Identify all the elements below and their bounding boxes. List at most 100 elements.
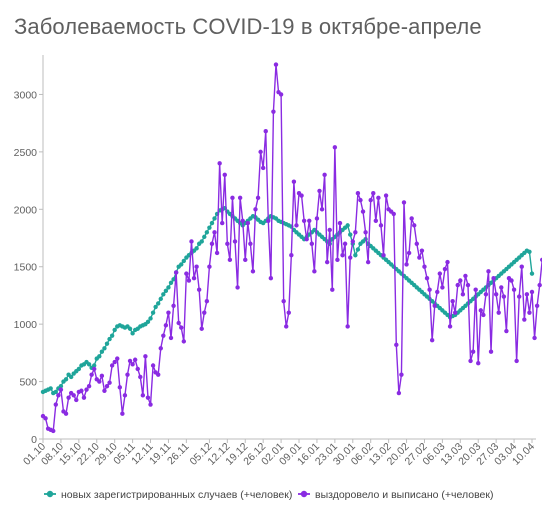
data-point-recovered [148,402,153,407]
y-tick-label: 1500 [14,262,38,274]
data-point-recovered [184,271,189,276]
data-point-recovered [220,220,225,226]
data-point-recovered [209,241,215,246]
data-point-recovered [92,366,97,372]
data-point-recovered [463,273,468,279]
data-point-new-cases [112,327,117,333]
data-point-new-cases [179,262,184,267]
data-point-recovered [58,387,64,392]
y-tick-label: 3000 [14,89,38,101]
data-point-recovered [301,218,307,223]
data-point-recovered [166,310,171,315]
data-point-recovered [414,241,419,246]
data-point-recovered [307,218,312,223]
data-point-recovered [161,333,166,338]
data-point-recovered [56,393,61,398]
data-point-recovered [373,218,379,223]
data-point-new-cases [92,363,97,368]
data-point-recovered [330,287,335,292]
data-point-recovered [196,287,202,292]
data-point-recovered [181,339,187,344]
data-point-recovered [212,230,217,235]
data-point-recovered [225,241,230,246]
data-point-new-cases [145,319,151,325]
data-point-recovered [468,358,473,364]
data-point-recovered [117,385,123,390]
legend-label-new-cases: новых зарегистрированных случаев (+челов… [61,489,292,501]
data-point-new-cases [158,296,163,302]
data-point-recovered [138,374,143,380]
data-point-recovered [86,383,92,389]
data-point-recovered [345,324,350,329]
legend-item-new-cases: новых зарегистрированных случаев (+челов… [44,489,292,501]
data-point-recovered [79,388,84,393]
data-point-recovered [473,287,478,292]
data-point-new-cases [194,246,199,251]
data-point-recovered [376,195,381,201]
data-point-recovered [499,285,504,290]
data-point-recovered [322,172,327,178]
data-point-recovered [396,390,402,396]
data-point-recovered [427,287,432,292]
data-point-recovered [289,253,294,258]
data-point-recovered [312,269,317,274]
data-point-new-cases [156,301,161,306]
data-point-recovered [440,285,445,290]
data-point-recovered [127,358,133,364]
data-point-recovered [102,388,107,393]
data-point-recovered [143,354,148,359]
data-point-recovered [84,387,89,392]
data-point-recovered [150,363,156,368]
data-point-recovered [43,416,48,421]
data-point-new-cases [104,341,110,346]
data-point-recovered [371,191,376,196]
data-point-recovered [353,230,358,235]
data-point-recovered [478,308,483,313]
data-point-recovered [452,310,458,315]
data-point-recovered [156,372,161,377]
data-point-recovered [217,161,222,166]
data-point-new-cases [148,316,153,321]
legend-item-recovered: выздоровело и выписано (+человек) [298,489,493,501]
data-point-recovered [493,292,499,297]
data-point-recovered [314,216,320,221]
data-point-recovered [327,227,332,233]
data-point-recovered [255,195,261,201]
data-point-new-cases [345,223,350,228]
data-point-recovered [435,289,440,295]
data-point-recovered [294,223,299,228]
data-point-recovered [258,149,263,155]
data-point-recovered [63,411,69,416]
y-tick-label: 2000 [14,204,38,216]
data-point-recovered [465,282,471,288]
data-point-new-cases [199,239,204,244]
data-point-recovered [199,326,204,331]
data-point-recovered [186,278,192,283]
data-point-recovered [404,262,409,267]
data-point-recovered [529,289,535,295]
data-point-recovered [450,298,455,304]
data-point-recovered [509,278,514,283]
data-point-recovered [537,282,542,288]
data-point-recovered [412,223,417,228]
data-point-recovered [97,379,102,384]
data-point-recovered [501,294,507,299]
data-point-recovered [71,393,76,398]
data-point-new-cases [202,234,207,240]
data-point-new-cases [97,354,102,359]
data-point-recovered [429,338,435,343]
data-point-recovered [304,236,309,242]
data-point-recovered [266,218,271,223]
data-point-recovered [445,259,450,265]
data-point-recovered [286,310,291,315]
data-point-recovered [248,241,253,246]
data-point-recovered [202,310,207,315]
data-point-recovered [524,292,530,297]
data-point-recovered [230,195,235,201]
data-point-recovered [399,372,404,377]
data-point-recovered [179,325,184,330]
series-new-cases [40,205,535,396]
y-tick-label: 1000 [14,319,38,331]
data-point-recovered [281,298,286,304]
data-point-recovered [394,342,399,348]
